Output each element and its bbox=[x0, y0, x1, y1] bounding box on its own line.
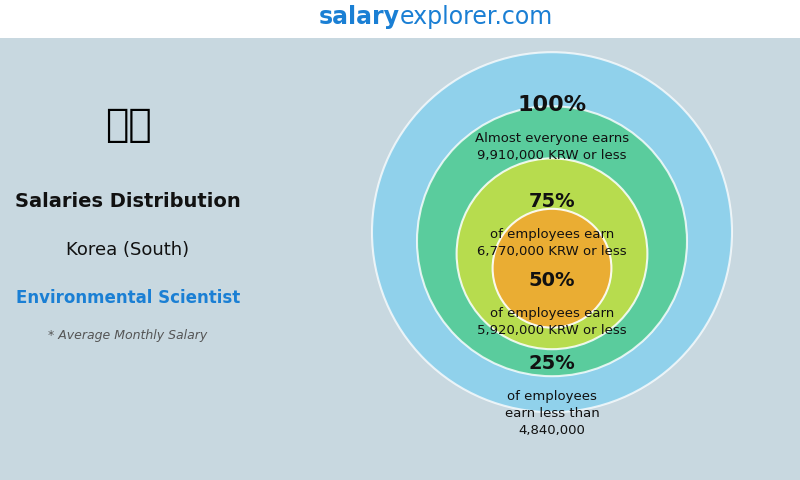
Text: Environmental Scientist: Environmental Scientist bbox=[16, 288, 240, 307]
Text: salary: salary bbox=[319, 5, 400, 29]
Text: explorer.com: explorer.com bbox=[400, 5, 554, 29]
Circle shape bbox=[493, 209, 611, 327]
Text: Salaries Distribution: Salaries Distribution bbox=[15, 192, 241, 211]
Circle shape bbox=[372, 52, 732, 412]
Text: of employees earn
5,920,000 KRW or less: of employees earn 5,920,000 KRW or less bbox=[477, 290, 627, 337]
Circle shape bbox=[457, 158, 647, 349]
Text: of employees
earn less than
4,840,000: of employees earn less than 4,840,000 bbox=[505, 372, 599, 437]
Text: 75%: 75% bbox=[529, 192, 575, 211]
Text: of employees earn
6,770,000 KRW or less: of employees earn 6,770,000 KRW or less bbox=[477, 211, 627, 258]
Text: * Average Monthly Salary: * Average Monthly Salary bbox=[48, 329, 208, 343]
Text: 50%: 50% bbox=[529, 271, 575, 290]
Text: Korea (South): Korea (South) bbox=[66, 240, 190, 259]
Text: Almost everyone earns
9,910,000 KRW or less: Almost everyone earns 9,910,000 KRW or l… bbox=[475, 115, 629, 162]
FancyBboxPatch shape bbox=[0, 0, 800, 38]
Text: 🇰🇷: 🇰🇷 bbox=[105, 106, 151, 144]
Text: 100%: 100% bbox=[518, 95, 586, 115]
Text: 25%: 25% bbox=[529, 354, 575, 372]
Circle shape bbox=[417, 106, 687, 376]
